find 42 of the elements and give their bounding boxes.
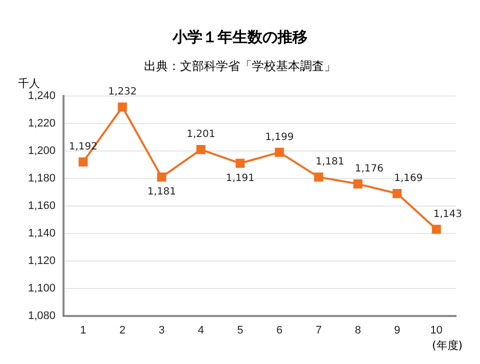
- y-tick-label: 1,160: [28, 200, 56, 212]
- y-tick-label: 1,220: [28, 118, 56, 130]
- x-tick-label: 8: [354, 324, 361, 336]
- data-label: 1,143: [433, 208, 462, 220]
- y-tick-label: 1,200: [28, 144, 56, 157]
- point: [392, 189, 402, 198]
- point: [314, 172, 324, 182]
- point: [196, 145, 206, 154]
- x-tick-label: 10: [430, 324, 442, 336]
- data-label: 1,232: [108, 86, 137, 98]
- y-axis-title: 千人: [18, 76, 40, 91]
- x-tick-label: 9: [394, 324, 400, 336]
- x-tick-label: 2: [119, 324, 126, 336]
- y-tick-label: 1,240: [28, 90, 56, 102]
- data-label: 1,201: [186, 129, 216, 140]
- chart-title: 小学１年生数の推移: [171, 28, 308, 47]
- chart-subtitle: 出典：文部科学省「学校基本調査」: [143, 58, 337, 75]
- x-tick-label: 3: [158, 324, 165, 336]
- point: [432, 224, 441, 234]
- y-tick-label: 1,120: [28, 254, 56, 267]
- data-label: 1,191: [226, 172, 254, 184]
- y-tick-label: 1,100: [28, 282, 56, 294]
- y-tick-label: 1,140: [28, 227, 56, 240]
- y-tick-label: 1,180: [28, 172, 56, 184]
- data-label: 1,169: [394, 173, 423, 184]
- point: [274, 148, 284, 157]
- point: [78, 157, 88, 166]
- point: [236, 158, 245, 168]
- x-tick-label: 4: [198, 324, 204, 336]
- point: [118, 102, 127, 112]
- data-label: 1,199: [265, 132, 294, 143]
- x-axis-title: (年度): [432, 338, 463, 353]
- data-label: 1,181: [147, 186, 176, 198]
- x-tick-label: 1: [80, 324, 86, 336]
- data-label: 1,176: [354, 164, 384, 175]
- point: [157, 172, 166, 182]
- data-label: 1,181: [316, 156, 344, 168]
- point: [353, 179, 362, 188]
- x-tick-label: 5: [237, 324, 244, 336]
- y-tick-label: 1,080: [28, 310, 56, 322]
- x-tick-label: 6: [276, 324, 282, 336]
- x-tick-label: 7: [316, 324, 322, 336]
